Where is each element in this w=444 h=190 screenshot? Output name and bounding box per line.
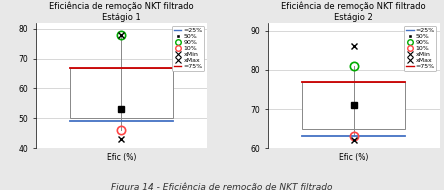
Title: Eficiência de remoção NKT filtrado
Estágio 2: Eficiência de remoção NKT filtrado Estág… [281,1,426,22]
Legend: =25%, 50%, 90%, 10%, xMin, xMax, =75%: =25%, 50%, 90%, 10%, xMin, xMax, =75% [404,26,436,71]
Title: Eficiência de remoção NKT filtrado
Estágio 1: Eficiência de remoção NKT filtrado Estág… [49,1,194,22]
Bar [70,68,173,118]
Text: Figura 14 - Eficiência de remoção de NKT filtrado: Figura 14 - Eficiência de remoção de NKT… [111,182,333,190]
Bar [302,82,405,129]
Legend: =25%, 50%, 90%, 10%, xMin, xMax, =75%: =25%, 50%, 90%, 10%, xMin, xMax, =75% [172,26,204,71]
